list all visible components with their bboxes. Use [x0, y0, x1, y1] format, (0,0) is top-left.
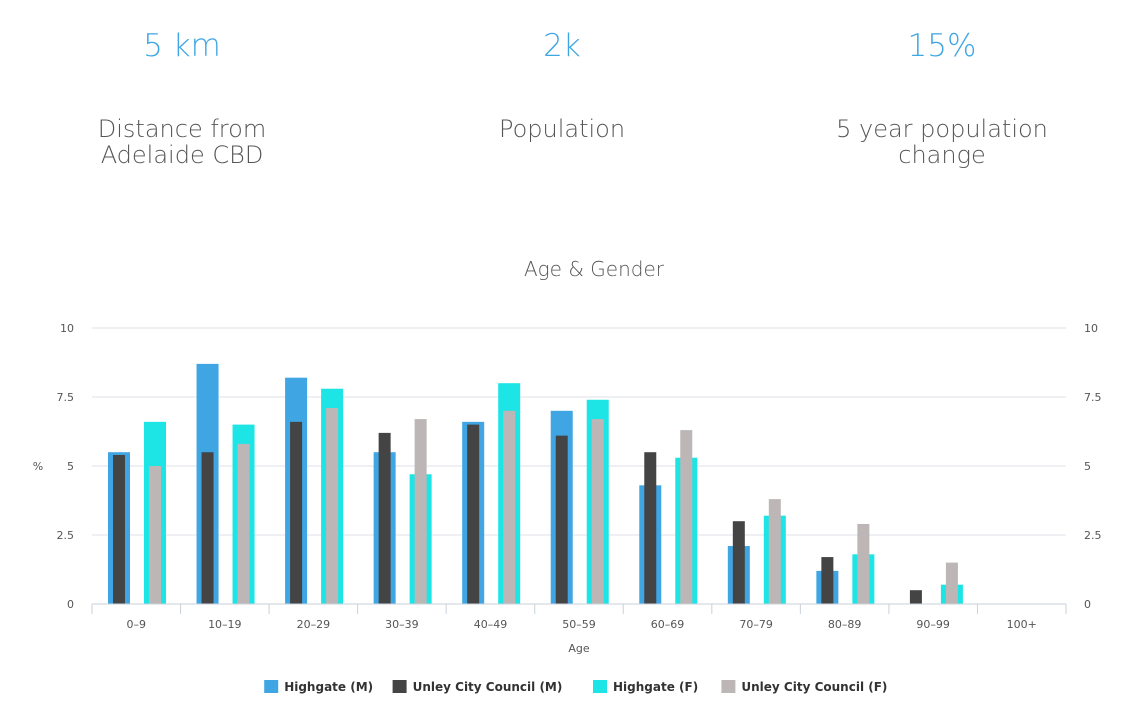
bar-f-3 — [857, 523, 870, 604]
age-gender-chart: Age & Gender 0 0 2.5 2.5 5 5 7.5 7.5 10 10% 0–9 10–1… — [33, 257, 1102, 694]
y-tick-label-left: 5 — [67, 460, 74, 473]
x-tick-label: 10–19 — [208, 618, 242, 631]
bar-f-3 — [326, 408, 339, 604]
bar-f-3 — [503, 410, 516, 604]
stat-population-change-value: 15% — [907, 28, 977, 64]
bar-m-1 — [821, 557, 834, 604]
legend-label: Highgate (M) — [284, 680, 373, 694]
y-tick-label-left: 2.5 — [57, 529, 75, 542]
bar-f-3 — [768, 499, 781, 604]
x-tick-label: 70–79 — [739, 618, 773, 631]
bar-m-1 — [201, 452, 214, 604]
stat-population-change: 15% 5 year population change — [782, 20, 1102, 168]
stat-distance: 5 km Distance from Adelaide CBD — [22, 20, 342, 168]
bar-f-3 — [680, 430, 693, 604]
bar-m-1 — [113, 454, 125, 604]
bar-f-3 — [237, 443, 250, 604]
legend-label: Highgate (F) — [613, 680, 698, 694]
stat-population-label: Population — [498, 115, 626, 143]
stat-population-change-label: 5 year population change — [836, 115, 1048, 169]
bar-f-3 — [591, 419, 604, 604]
y-tick-label-right: 2.5 — [1084, 529, 1102, 542]
legend-swatch — [392, 680, 407, 693]
x-tick-label: 50–59 — [562, 618, 596, 631]
bar-m-1 — [555, 435, 568, 604]
x-tick-label: 20–29 — [297, 618, 331, 631]
stat-population: 2k Population — [402, 20, 722, 142]
x-tick-label: 40–49 — [474, 618, 508, 631]
bar-f-3 — [414, 419, 427, 604]
x-tick-label: 30–39 — [385, 618, 419, 631]
bar-f-3 — [945, 562, 958, 604]
y-tick-label-left: 10 — [60, 322, 74, 335]
y-tick-label-right: 10 — [1084, 322, 1098, 335]
legend-label: Unley City Council (F) — [741, 680, 887, 694]
bar-m-1 — [378, 432, 391, 604]
bar-m-1 — [644, 452, 657, 604]
bar-m-1 — [732, 521, 745, 604]
x-tick-label: 90–99 — [916, 618, 950, 631]
y-tick-label-right: 7.5 — [1084, 391, 1102, 404]
chart-title: Age & Gender — [524, 257, 665, 281]
y-tick-label-left: 7.5 — [57, 391, 75, 404]
stat-distance-label: Distance from Adelaide CBD — [97, 115, 267, 169]
y-axis-label: % — [33, 460, 43, 473]
legend-label: Unley City Council (M) — [413, 680, 563, 694]
legend-swatch — [593, 680, 607, 693]
bar-m-1 — [290, 421, 303, 604]
bar-m-1 — [467, 424, 480, 604]
x-axis-label: Age — [568, 642, 590, 655]
bar-m-1 — [909, 590, 922, 604]
stat-distance-value: 5 km — [143, 28, 221, 64]
x-tick-label: 100+ — [1007, 618, 1037, 631]
bar-f-3 — [149, 466, 161, 604]
legend-swatch — [721, 680, 736, 693]
x-tick-label: 80–89 — [828, 618, 862, 631]
legend-swatch — [264, 680, 279, 693]
stat-population-value: 2k — [543, 28, 581, 64]
x-tick-label: 60–69 — [651, 618, 685, 631]
y-tick-label-right: 0 — [1084, 598, 1091, 611]
x-tick-label: 0–9 — [127, 618, 147, 631]
y-tick-label-left: 0 — [67, 598, 74, 611]
y-tick-label-right: 5 — [1084, 460, 1091, 473]
